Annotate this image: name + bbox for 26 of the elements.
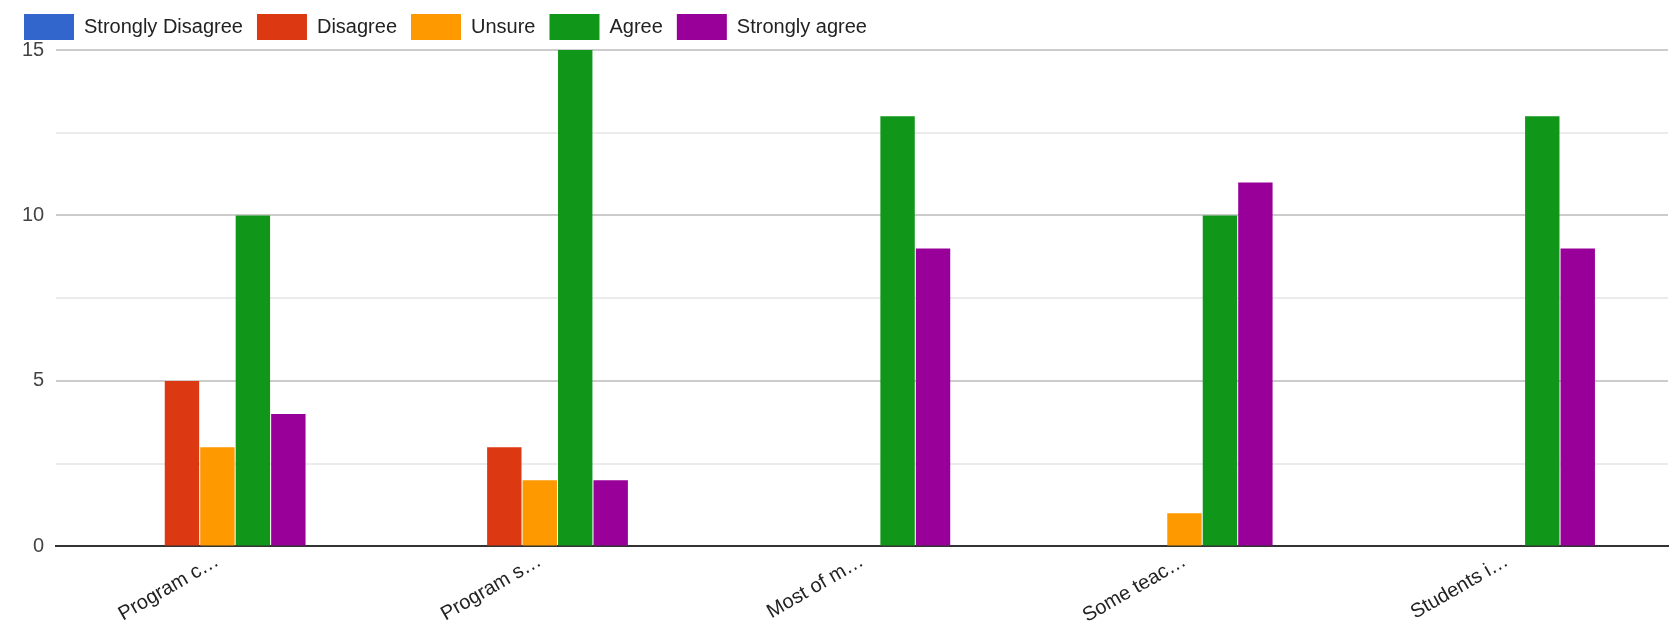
- bar: [1202, 215, 1238, 546]
- y-tick-label: 5: [33, 368, 45, 391]
- bar: [1238, 182, 1273, 546]
- bar: [164, 380, 200, 546]
- bar: [593, 480, 628, 546]
- bar: [880, 116, 915, 546]
- bar: [1167, 513, 1202, 546]
- bar: [558, 50, 593, 546]
- bar: [915, 248, 951, 546]
- legend-label: Agree: [609, 14, 663, 37]
- x-tick-label: Some teac…: [1078, 548, 1190, 626]
- legend-label: Strongly agree: [736, 14, 867, 37]
- x-tick-label: Most of m…: [762, 548, 867, 622]
- bar: [271, 414, 306, 546]
- bar: [522, 480, 557, 546]
- bar: [1560, 248, 1595, 546]
- y-tick-label: 15: [22, 37, 45, 60]
- legend-label: Strongly Disagree: [84, 14, 243, 37]
- y-tick-label: 0: [33, 533, 45, 556]
- bar: [1525, 116, 1560, 546]
- y-tick-label: 10: [22, 202, 45, 225]
- bar: [200, 447, 235, 546]
- bar: [487, 447, 522, 546]
- legend-label: Unsure: [471, 14, 536, 37]
- legend-label: Disagree: [316, 14, 398, 37]
- bar: [235, 215, 271, 546]
